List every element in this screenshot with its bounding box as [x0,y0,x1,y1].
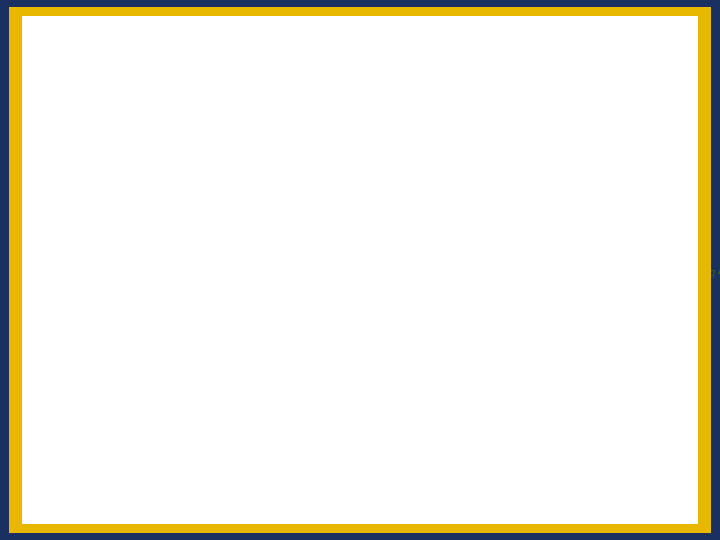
Text: ---  $\overline{\overline{\Delta S}}$  is the scattering matrix of the different: --- $\overline{\overline{\Delta S}}$ is … [73,200,542,227]
Text: ---  Define  $\overline{\overline{W}}^{\circ}$: --- Define $\overline{\overline{W}}^{\ci… [73,279,187,304]
Polygon shape [456,397,467,417]
Text: Target: Target [325,63,395,81]
Text: •: • [42,95,53,113]
Text: whose elements are: whose elements are [207,315,348,329]
Text: $\dfrac{\overline{\overline{\Delta W}}}{\Delta A}$: $\dfrac{\overline{\overline{\Delta W}}}{… [174,309,202,350]
Bar [583,126,640,160]
Polygon shape [435,397,446,449]
Text: no. 3, pp. 575-582, May 1994.: no. 3, pp. 575-582, May 1994. [42,397,194,406]
Text: $\Delta A \rightarrow \infty$: $\Delta A \rightarrow \infty$ [412,328,455,341]
Text: --- Discretize the illuminated area into small sub-pixels     $\Delta X > \ell$ : --- Discretize the illuminated area into… [73,150,670,168]
Text: Sarabandi, K., “Calibration of a Polarimetric Synthetic Aperture Radar Using a K: Sarabandi, K., “Calibration of a Polarim… [42,369,482,378]
Text: ---  $\overline{\overline{\Delta W}}$  is the covariance matrix associated with : --- $\overline{\overline{\Delta W}}$ is … [73,253,720,281]
Text: $\overline{\overline{W}}^{\circ} = \mathrm{Lim}$: $\overline{\overline{W}}^{\circ} = \math… [86,312,149,334]
Text: ---  $\overline{\overline{\Delta S}}(x,y)$  is the independent of  $\overline{\o: --- $\overline{\overline{\Delta S}}(x,y)… [73,227,416,253]
Text: $\left\langle S_{pq}^{\circ}\, S_{rt}^{\circ *}\right\rangle =$: $\left\langle S_{pq}^{\circ}\, S_{rt}^{\… [332,309,412,334]
Text: UNIVERSITY OF MICHIGAN: UNIVERSITY OF MICHIGAN [484,416,701,431]
Text: $\Delta A \rightarrow \infty$: $\Delta A \rightarrow \infty$ [86,328,129,341]
Text: Distributed Target,” IEEE Transactions on Geoscience and Remote Sensing, vol. 32: Distributed Target,” IEEE Transactions o… [42,383,469,392]
Text: $\ell$ = field decorrelation distance: $\ell$ = field decorrelation distance [96,174,354,189]
Text: $\dfrac{\left\langle \Delta S_{pq}\, \Delta S_{rt}^{*}\right\rangle}{\Delta A}$: $\dfrac{\left\langle \Delta S_{pq}\, \De… [473,309,559,350]
Polygon shape [446,397,456,417]
Polygon shape [420,120,661,212]
Text: Differential covariance matrix $\left(\overline{\overline{W}}^{\circ}\right)$: Differential covariance matrix $\left(\o… [58,95,357,121]
Text: --- Consider a homogenous distributed target: --- Consider a homogenous distributed ta… [73,123,446,137]
Polygon shape [467,397,477,449]
Text: Calibration of Polarimetric RADARS Using a Distributed: Calibration of Polarimetric RADARS Using… [53,44,667,63]
Polygon shape [452,417,459,431]
Text: $\ell im$: $\ell im$ [416,312,441,326]
